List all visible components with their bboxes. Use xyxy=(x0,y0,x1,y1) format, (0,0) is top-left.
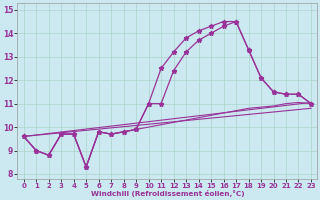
X-axis label: Windchill (Refroidissement éolien,°C): Windchill (Refroidissement éolien,°C) xyxy=(91,190,244,197)
